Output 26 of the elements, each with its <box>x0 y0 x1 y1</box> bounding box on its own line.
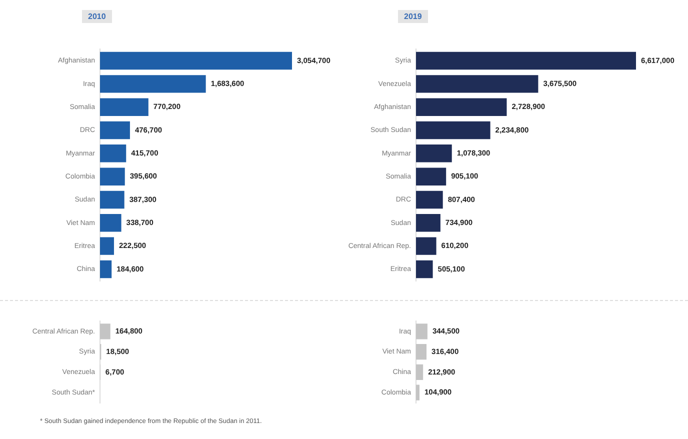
bar <box>416 168 446 186</box>
bar <box>100 121 130 140</box>
bar <box>416 98 507 116</box>
chart-title: 2019 <box>398 10 428 23</box>
bar <box>100 98 148 116</box>
bar <box>416 364 424 380</box>
bar <box>416 144 452 162</box>
bar <box>100 144 126 162</box>
bar <box>416 260 433 278</box>
bar <box>416 52 636 70</box>
bar <box>416 214 440 232</box>
bar <box>416 384 420 400</box>
bar <box>100 168 125 186</box>
bar <box>416 190 443 209</box>
bar <box>416 344 427 360</box>
bar <box>100 260 112 278</box>
bar <box>416 237 436 255</box>
chart-title: 2010 <box>82 10 112 23</box>
bar <box>100 52 292 70</box>
bar <box>100 237 114 255</box>
bar <box>416 121 490 140</box>
bar <box>416 324 428 340</box>
bar <box>416 75 538 93</box>
bar <box>100 214 122 232</box>
bar <box>100 190 124 209</box>
bar <box>100 75 206 93</box>
